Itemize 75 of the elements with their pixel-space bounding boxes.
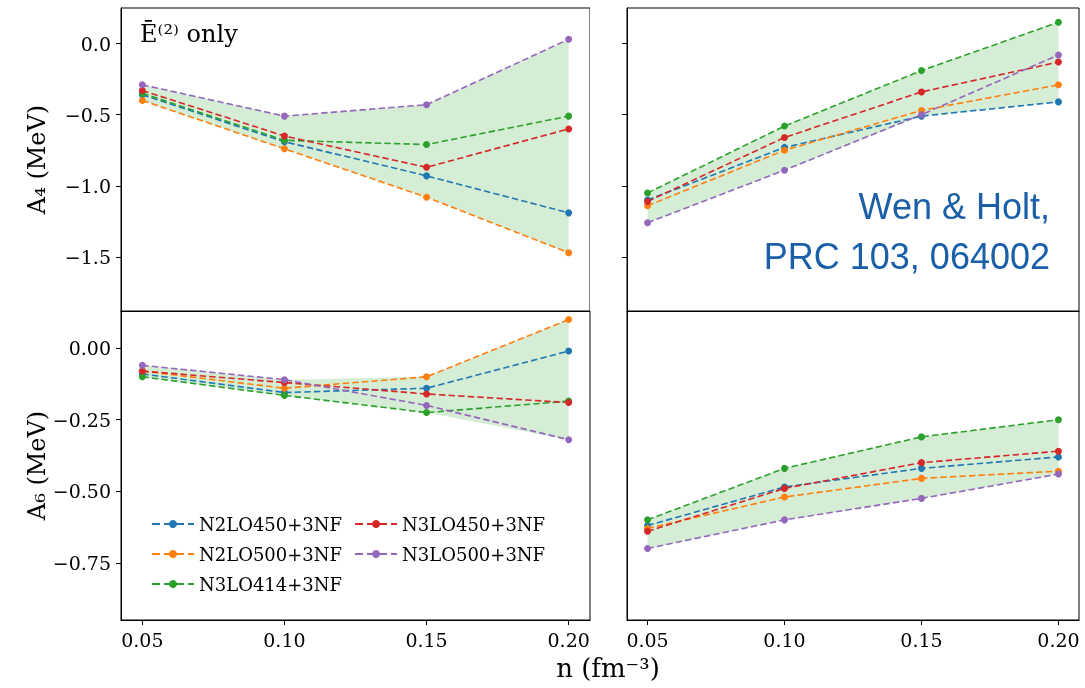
point <box>423 172 431 180</box>
point <box>280 132 288 140</box>
y-tick-label: −0.5 <box>64 103 111 126</box>
point <box>644 544 652 552</box>
point <box>917 67 925 75</box>
point <box>280 112 288 120</box>
point <box>565 249 573 257</box>
point <box>423 390 431 398</box>
x-tick-label: 0.10 <box>763 628 806 651</box>
y-tick-label: −0.25 <box>52 408 111 431</box>
point <box>917 474 925 482</box>
point <box>917 433 925 441</box>
x-tick-label: 0.10 <box>263 628 306 651</box>
point <box>423 373 431 381</box>
x-tick-label: 0.15 <box>900 628 943 651</box>
legend-label: N3LO414+3NF <box>199 573 343 595</box>
point <box>1054 98 1062 106</box>
annotation: Ē⁽²⁾ only <box>140 20 239 48</box>
point <box>1054 416 1062 424</box>
point <box>138 361 146 369</box>
x-tick-label: 0.05 <box>121 628 164 651</box>
point <box>565 35 573 43</box>
legend-label: N2LO500+3NF <box>199 543 343 565</box>
point <box>423 193 431 201</box>
point <box>1054 58 1062 66</box>
point <box>423 401 431 409</box>
y-tick-label: 0.0 <box>80 32 111 55</box>
point <box>423 141 431 149</box>
point <box>917 459 925 467</box>
point <box>781 493 789 501</box>
point <box>138 96 146 104</box>
annotation: PRC 103, 064002 <box>763 235 1050 277</box>
point <box>423 163 431 171</box>
point <box>565 112 573 120</box>
x-tick-label: 0.15 <box>405 628 448 651</box>
point <box>781 166 789 174</box>
point <box>138 81 146 89</box>
x-tick-label: 0.20 <box>1037 628 1080 651</box>
annotation: Wen & Holt, <box>858 185 1050 227</box>
point <box>917 464 925 472</box>
point <box>781 133 789 141</box>
x-tick-label: 0.05 <box>626 628 669 651</box>
legend-label: N3LO450+3NF <box>402 513 546 535</box>
point <box>644 516 652 524</box>
legend-label: N3LO500+3NF <box>402 543 546 565</box>
point <box>781 464 789 472</box>
point <box>1054 447 1062 455</box>
x-axis-title: n (fm⁻³) <box>556 653 660 683</box>
point <box>565 436 573 444</box>
point <box>917 494 925 502</box>
point <box>280 145 288 153</box>
legend-label: N2LO450+3NF <box>199 513 343 535</box>
point <box>565 316 573 324</box>
point <box>781 122 789 130</box>
y-tick-label: 0.00 <box>68 337 111 360</box>
y-tick-label: −0.75 <box>52 551 111 574</box>
point <box>644 219 652 227</box>
point <box>1054 81 1062 89</box>
point <box>917 88 925 96</box>
point <box>423 101 431 109</box>
point <box>1054 18 1062 26</box>
y-axis-title: A₄ (MeV) <box>23 104 51 216</box>
point <box>280 384 288 392</box>
point <box>423 409 431 417</box>
y-tick-label: −1.5 <box>64 245 111 268</box>
point <box>565 347 573 355</box>
y-tick-label: −0.50 <box>52 480 111 503</box>
point <box>565 209 573 217</box>
x-tick-label: 0.20 <box>547 628 590 651</box>
point <box>781 516 789 524</box>
y-axis-title: A₆ (MeV) <box>22 410 51 522</box>
point <box>1054 51 1062 59</box>
point <box>644 189 652 197</box>
y-tick-label: −1.0 <box>64 174 111 197</box>
point <box>565 125 573 133</box>
